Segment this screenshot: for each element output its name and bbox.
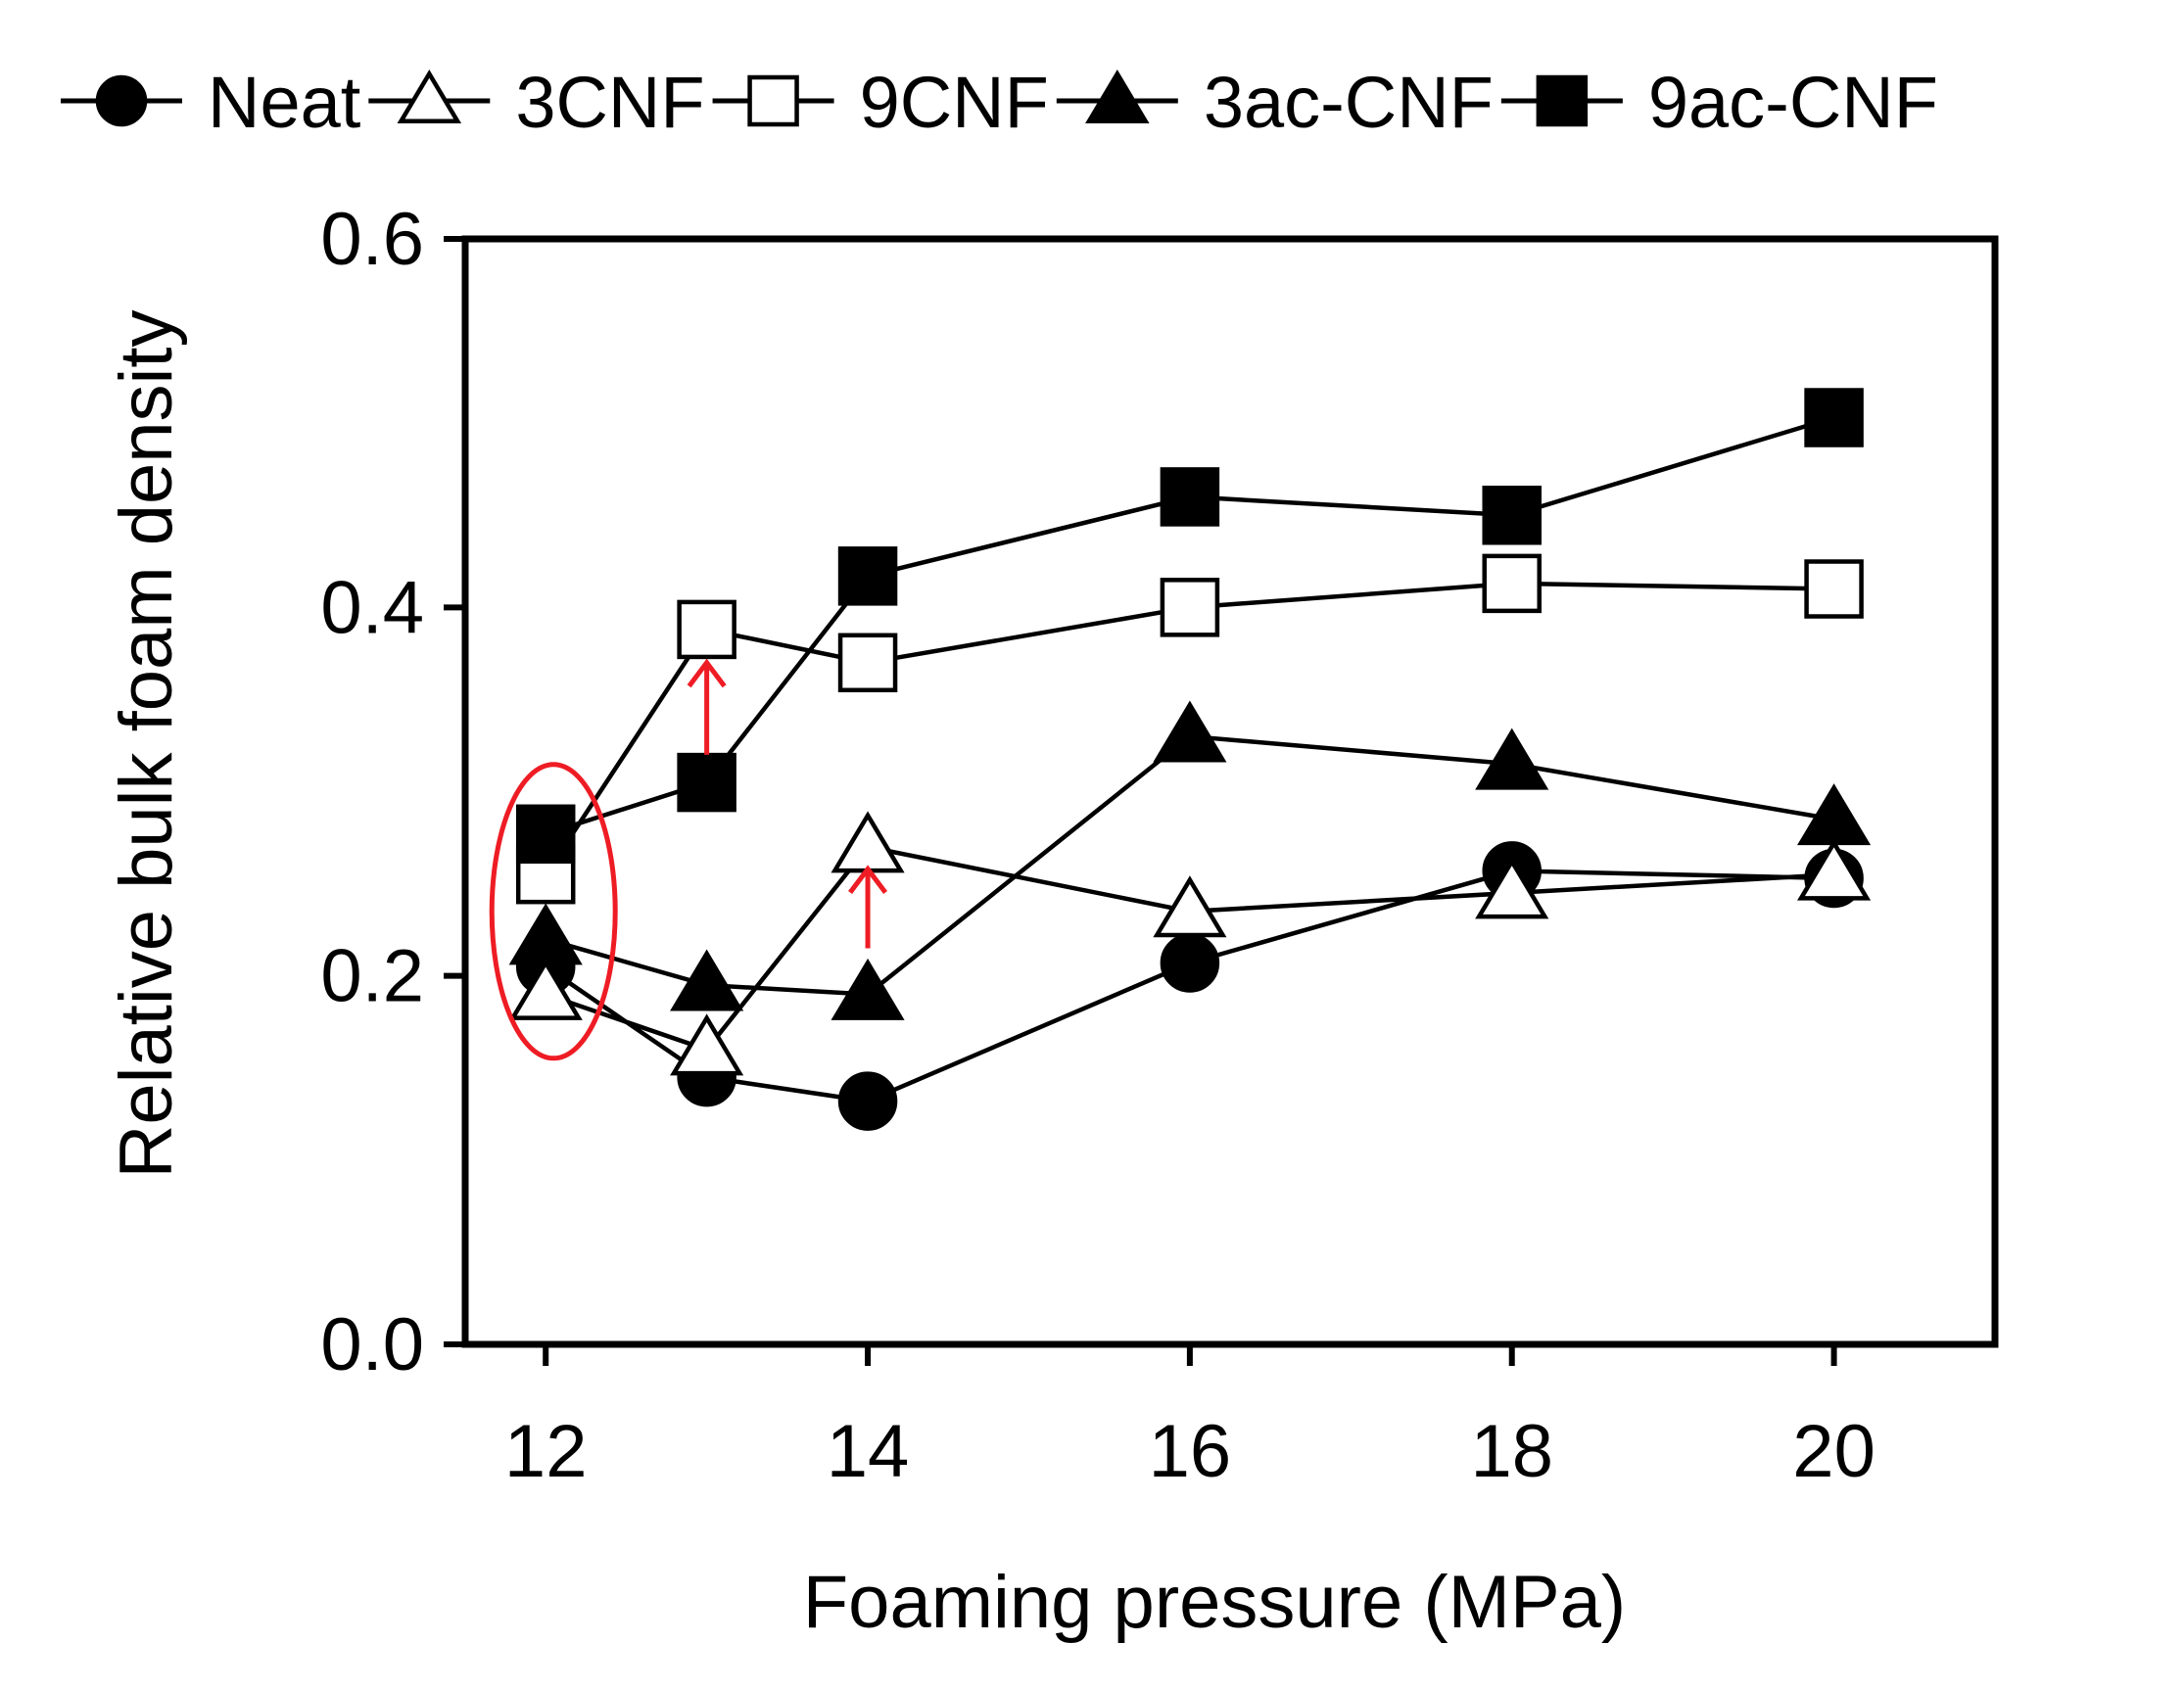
legend-marker-9cnf: [747, 74, 799, 127]
data-point-3cnf: [1475, 857, 1549, 919]
x-tick-label: 14: [827, 1410, 910, 1493]
data-point-3cnf: [831, 811, 905, 873]
annotation-layer: [489, 658, 888, 1061]
y-tick-label: 0.4: [320, 566, 424, 649]
legend-label-3cnf: 3CNF: [515, 62, 704, 143]
data-point-9ac-cnf: [1804, 388, 1864, 447]
series-9ac-cnf: [515, 388, 1864, 865]
data-point-9cnf: [677, 599, 736, 660]
data-point-3cnf: [508, 958, 583, 1020]
axes-layer: 0.0 0.2 0.4 0.6 12 14 16 18 20: [320, 198, 1875, 1493]
y-tick-label: 0.6: [320, 198, 424, 281]
series-9cnf: [515, 553, 1864, 905]
legend-marker-9ac-cnf: [1536, 74, 1589, 127]
data-point-9ac-cnf: [515, 804, 576, 865]
legend-item-neat: Neat: [61, 62, 361, 143]
highlight-ellipse: [489, 762, 618, 1061]
data-point-3ac-cnf: [670, 949, 744, 1011]
legend-label-9cnf: 9CNF: [860, 62, 1049, 143]
legend-marker-3cnf: [397, 70, 462, 123]
series-3cnf: [508, 811, 1872, 1076]
data-point-9ac-cnf: [1160, 467, 1220, 527]
data-point-9ac-cnf: [837, 546, 898, 606]
data-point-3cnf: [1797, 838, 1872, 901]
x-tick-label: 18: [1470, 1410, 1553, 1493]
x-tick-label: 12: [504, 1410, 588, 1493]
series-line-9cnf: [544, 581, 1834, 876]
data-point-9cnf: [1804, 559, 1864, 619]
data-point-9ac-cnf: [677, 752, 736, 813]
plot-frame: [461, 235, 1999, 1348]
legend: Neat 3CNF 9CNF 3ac-CNF 9ac-CNF: [61, 62, 1938, 143]
series-line-3cnf: [545, 844, 1834, 1053]
red-arrow-head: [848, 865, 888, 895]
series-layer: [508, 388, 1872, 1131]
y-tick-label: 0.2: [320, 935, 424, 1018]
y-axis-label: Relative bulk foam density: [105, 309, 188, 1178]
data-point-3ac-cnf: [508, 903, 583, 965]
x-tick-label: 20: [1792, 1410, 1875, 1493]
legend-label-9ac-cnf: 9ac-CNF: [1648, 62, 1938, 143]
red-arrow: [687, 658, 727, 755]
red-arrow: [848, 865, 888, 949]
legend-marker-3ac-cnf: [1085, 70, 1150, 123]
data-point-3cnf: [1153, 875, 1227, 938]
data-point-3ac-cnf: [1153, 700, 1227, 763]
legend-marker-neat: [95, 74, 148, 127]
data-point-9cnf: [837, 633, 898, 693]
plot-border: [461, 235, 1999, 1348]
legend-item-9ac-cnf: 9ac-CNF: [1500, 62, 1938, 143]
data-point-9cnf: [1160, 578, 1220, 637]
data-point-3ac-cnf: [1797, 783, 1872, 846]
legend-item-9cnf: 9CNF: [712, 62, 1049, 143]
data-point-3cnf: [670, 1013, 744, 1076]
series-3ac-cnf: [508, 700, 1872, 1020]
data-point-3ac-cnf: [831, 958, 905, 1020]
x-tick-label: 16: [1149, 1410, 1232, 1493]
x-axis-label: Foaming pressure (MPa): [803, 1561, 1627, 1644]
data-point-9ac-cnf: [1482, 486, 1542, 545]
data-point-9cnf: [1482, 553, 1542, 614]
data-point-neat: [1160, 933, 1220, 993]
red-arrow-head: [687, 658, 727, 688]
data-point-3ac-cnf: [1475, 728, 1549, 790]
legend-item-3cnf: 3CNF: [368, 62, 705, 143]
y-tick-label: 0.0: [320, 1303, 424, 1386]
legend-label-neat: Neat: [208, 62, 361, 143]
series-line-3ac-cnf: [545, 733, 1834, 997]
data-point-neat: [837, 1071, 898, 1131]
legend-label-3ac-cnf: 3ac-CNF: [1204, 62, 1494, 143]
legend-item-3ac-cnf: 3ac-CNF: [1056, 62, 1494, 143]
